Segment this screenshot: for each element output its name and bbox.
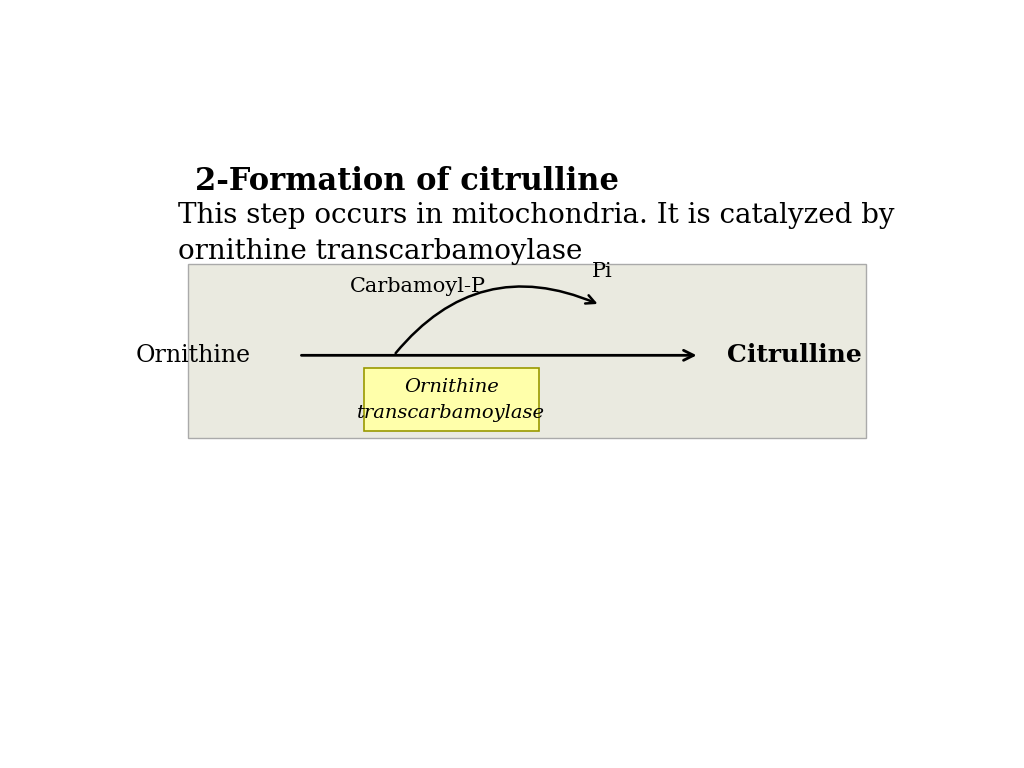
FancyArrowPatch shape	[395, 286, 595, 353]
FancyBboxPatch shape	[187, 263, 866, 438]
Text: Ornithine: Ornithine	[136, 344, 251, 367]
Text: Ornithine: Ornithine	[404, 378, 499, 396]
FancyBboxPatch shape	[364, 369, 539, 431]
Text: This step occurs in mitochondria. It is catalyzed by
ornithine transcarbamoylase: This step occurs in mitochondria. It is …	[178, 201, 895, 265]
Text: 2-Formation of citrulline: 2-Formation of citrulline	[196, 166, 620, 197]
Text: Pi: Pi	[592, 263, 613, 281]
Text: Citrulline: Citrulline	[727, 343, 862, 367]
Text: Carbamoyl-P: Carbamoyl-P	[350, 277, 486, 296]
Text: transcarbamoylase: transcarbamoylase	[357, 404, 546, 422]
